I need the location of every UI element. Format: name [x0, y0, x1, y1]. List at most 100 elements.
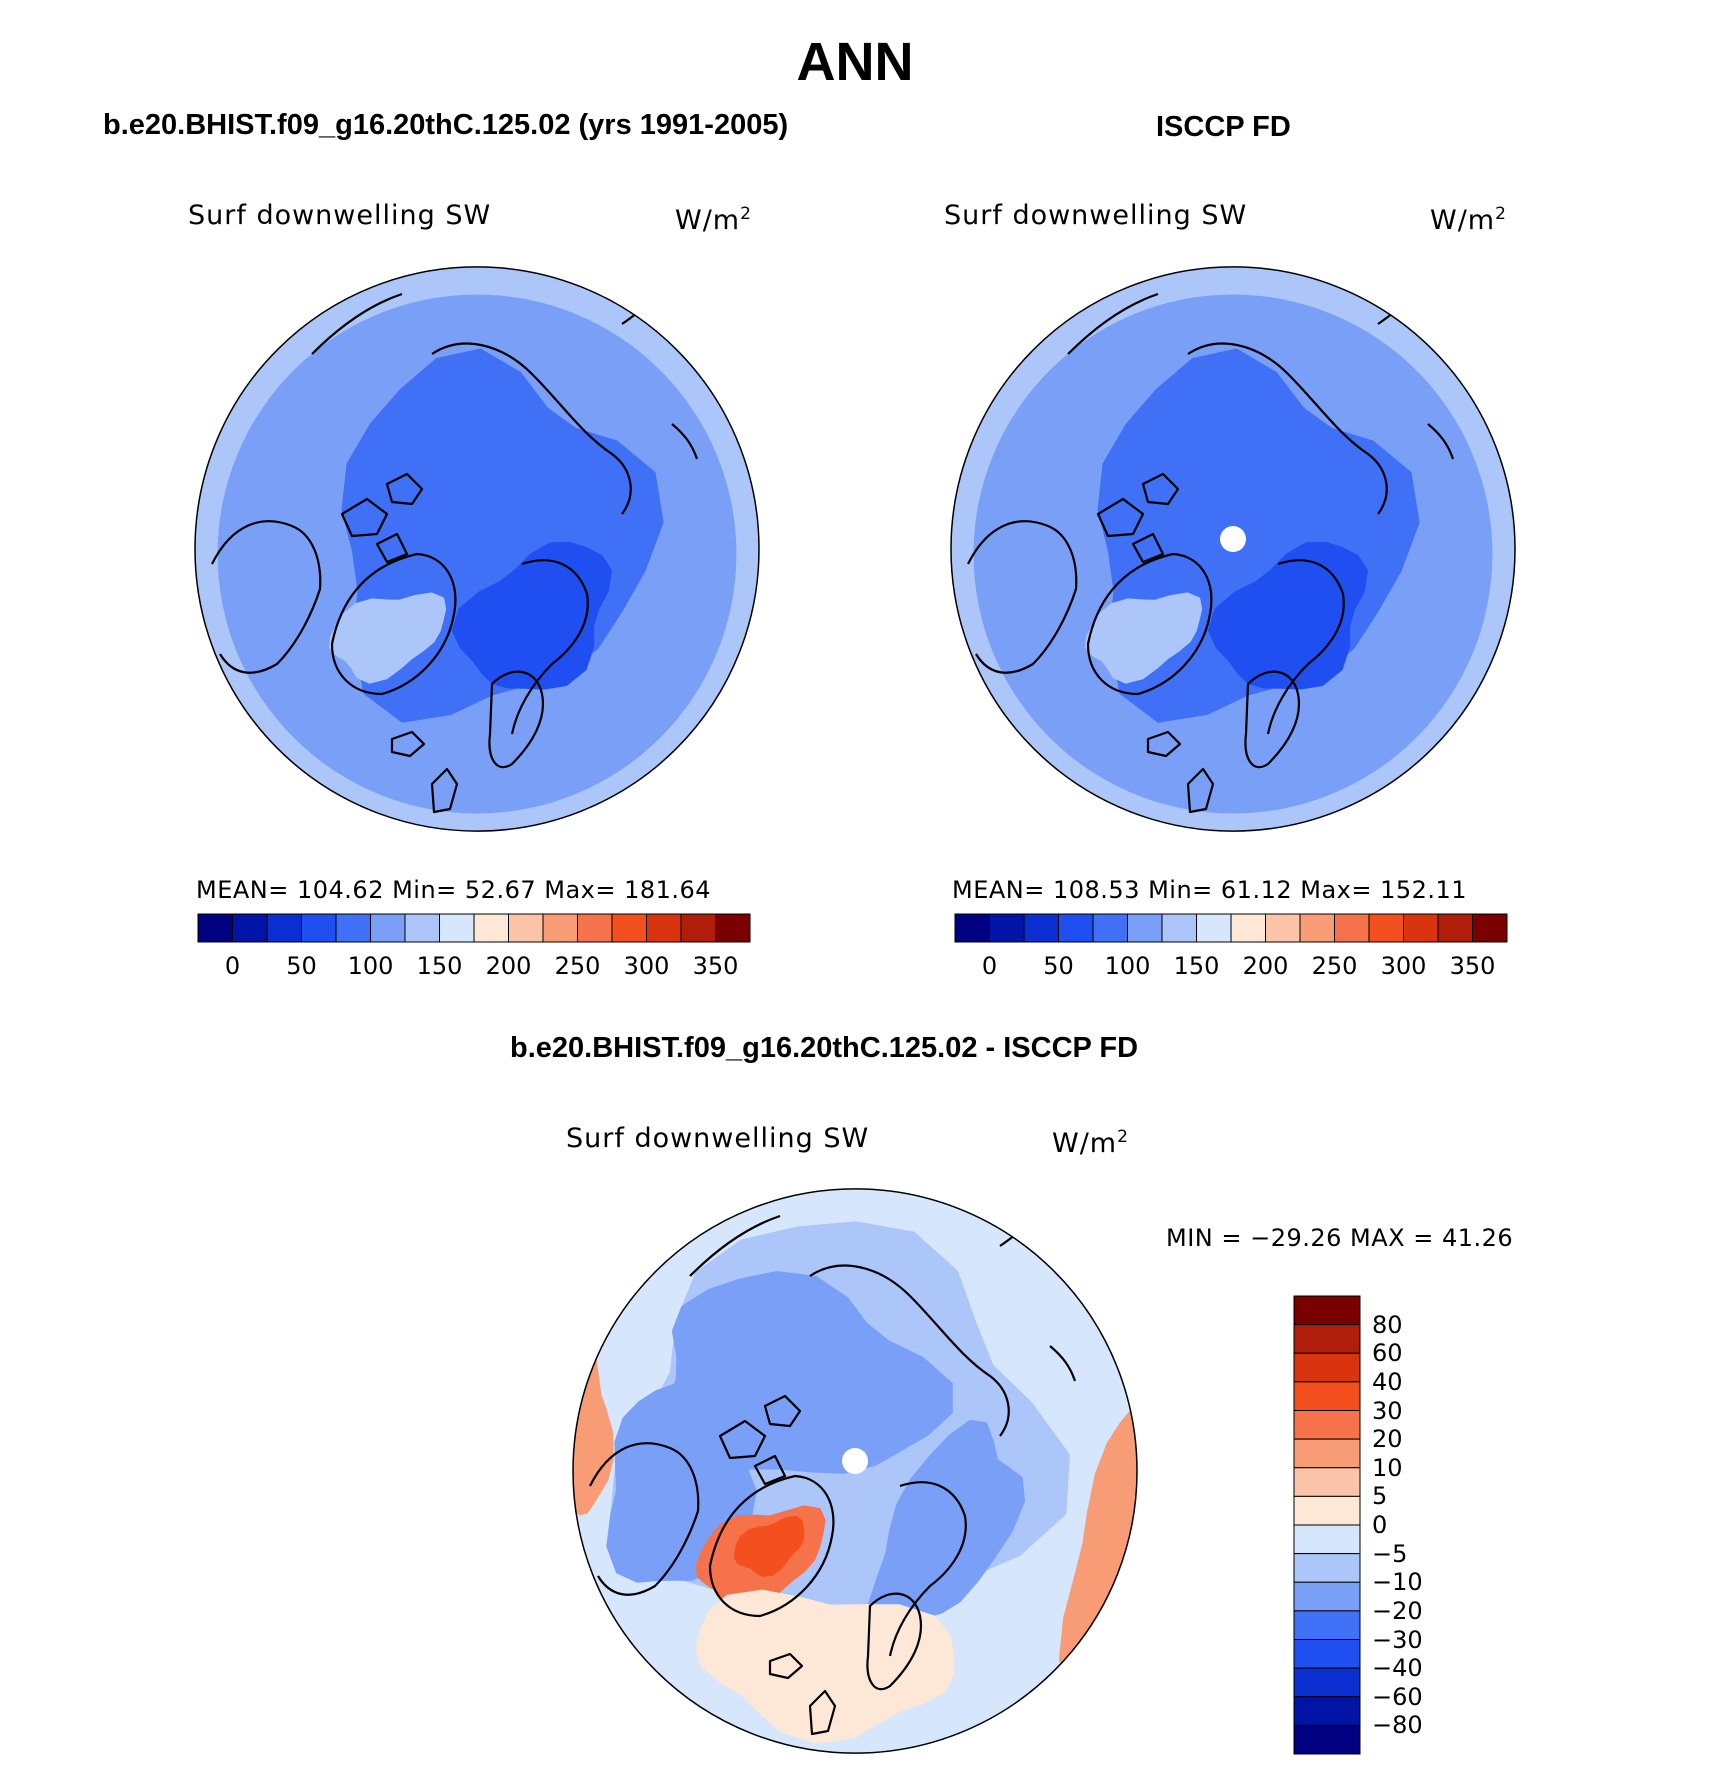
colorbar-tick-label: 150: [416, 952, 463, 980]
colorbar-swatch: [1265, 913, 1301, 943]
colorbar-swatch: [1058, 913, 1094, 943]
colorbar-tick-label: −20: [1372, 1596, 1423, 1625]
coastline: [763, 1394, 802, 1428]
colorbar-tick-label: 300: [1380, 952, 1427, 980]
colorbar-swatch: [1023, 913, 1059, 943]
coastline: [375, 532, 409, 564]
panel-1-units-label: W/m2: [675, 204, 752, 236]
panel-2-polar-map: [950, 266, 1516, 832]
panel-2-colorbar-ticks: 0 50 100 150 200 250 300 350: [955, 952, 1507, 982]
colorbar-tick-label: 100: [1104, 952, 1151, 980]
colorbar-tick-label: 50: [286, 952, 317, 980]
coastline: [1427, 423, 1455, 460]
colorbar-tick-label: −40: [1372, 1654, 1423, 1683]
colorbar-swatch: [1293, 1724, 1361, 1755]
colorbar-swatch: [1299, 913, 1335, 943]
colorbar-tick-label: 60: [1372, 1339, 1403, 1368]
colorbar-swatch: [1293, 1352, 1361, 1383]
colorbar-swatch: [542, 913, 578, 943]
colorbar-swatch: [715, 913, 751, 943]
colorbar-swatch: [1293, 1324, 1361, 1354]
map-border: [950, 266, 1516, 832]
colorbar-tick-label: −5: [1372, 1539, 1408, 1568]
coastline: [888, 1481, 967, 1657]
colorbar-swatch: [680, 913, 716, 943]
panel-1-variable-label: Surf downwelling SW: [188, 200, 492, 231]
coastline: [589, 1442, 700, 1596]
colorbar-swatch: [1472, 913, 1508, 943]
map-border: [572, 1188, 1138, 1754]
coastline: [689, 1214, 781, 1277]
coastline: [1146, 730, 1182, 758]
coastline: [311, 292, 403, 355]
colorbar-swatch: [1293, 1553, 1361, 1583]
colorbar-tick-label: −60: [1372, 1682, 1423, 1711]
colorbar-swatch: [1230, 913, 1266, 943]
map-field-positive: [1058, 1400, 1137, 1679]
panel-3-stats: MIN = −29.26 MAX = 41.26: [1166, 1224, 1514, 1252]
colorbar-tick-label: 150: [1173, 952, 1220, 980]
colorbar-tick-label: −10: [1372, 1568, 1423, 1597]
colorbar-swatch: [1368, 913, 1404, 943]
map-field-core: [1207, 541, 1368, 690]
coastline: [718, 1419, 767, 1460]
colorbar-tick-label: 200: [485, 952, 532, 980]
colorbar-tick-label: 0: [1372, 1511, 1388, 1539]
coastline: [753, 1454, 787, 1486]
panel-3-polar-map: [572, 1188, 1138, 1754]
colorbar-tick-label: 350: [1449, 952, 1496, 980]
coastline: [1131, 532, 1165, 564]
colorbar-swatch: [1293, 1696, 1361, 1726]
coastline: [1049, 1345, 1077, 1382]
colorbar-tick-label: 50: [1043, 952, 1074, 980]
panel-3-units-label: W/m2: [1052, 1127, 1129, 1159]
colorbar-tick-label: 300: [623, 952, 670, 980]
panel-2-colorbar: [954, 913, 1508, 943]
colorbar-swatch: [439, 913, 475, 943]
coastline: [340, 497, 389, 538]
colorbar-tick-label: 200: [1242, 952, 1289, 980]
colorbar-swatch: [232, 913, 268, 943]
colorbar-swatch: [954, 913, 990, 943]
map-field-band: [664, 1271, 953, 1474]
figure-title: ANN: [796, 32, 914, 92]
colorbar-swatch: [1293, 1639, 1361, 1669]
colorbar-swatch: [1293, 1438, 1361, 1469]
coastline: [1086, 552, 1213, 696]
panel-1-polar-map: [194, 266, 760, 832]
colorbar-tick-label: 5: [1372, 1482, 1388, 1511]
panel-3-colorbar: [1293, 1295, 1361, 1755]
colorbar-swatch: [1293, 1295, 1361, 1326]
map-border: [194, 266, 760, 832]
colorbar-tick-label: 0: [224, 952, 241, 980]
colorbar-swatch: [1293, 1467, 1361, 1497]
map-field-core: [451, 541, 612, 690]
map-field-plateau: [329, 592, 447, 684]
colorbar-swatch: [1293, 1524, 1361, 1555]
coastline: [1187, 342, 1388, 515]
colorbar-tick-label: 250: [1311, 952, 1358, 980]
colorbar-swatch: [989, 913, 1025, 943]
coastline: [330, 552, 457, 696]
colorbar-swatch: [1403, 913, 1439, 943]
colorbar-tick-label: −30: [1372, 1625, 1423, 1654]
colorbar-swatch: [473, 913, 509, 943]
map-field-south: [695, 1589, 955, 1744]
pole-hole: [1220, 526, 1246, 552]
coastline: [708, 1474, 835, 1618]
panel-2-stats: MEAN= 108.53 Min= 61.12 Max= 152.11: [952, 876, 1468, 904]
colorbar-swatch: [301, 913, 337, 943]
map-field-band: [865, 1419, 1026, 1640]
colorbar-tick-label: 30: [1372, 1396, 1403, 1425]
colorbar-tick-label: 350: [692, 952, 739, 980]
colorbar-swatch: [370, 913, 406, 943]
coastline: [1096, 497, 1145, 538]
colorbar-swatch: [266, 913, 302, 943]
colorbar-swatch: [611, 913, 647, 943]
panel-1-stats: MEAN= 104.62 Min= 52.67 Max= 181.64: [196, 876, 712, 904]
colorbar-swatch: [1196, 913, 1232, 943]
coastline: [211, 520, 322, 674]
panel-2-title: ISCCP FD: [1156, 111, 1291, 143]
coastline: [866, 1592, 923, 1691]
panel-3-variable-label: Surf downwelling SW: [566, 1123, 870, 1154]
